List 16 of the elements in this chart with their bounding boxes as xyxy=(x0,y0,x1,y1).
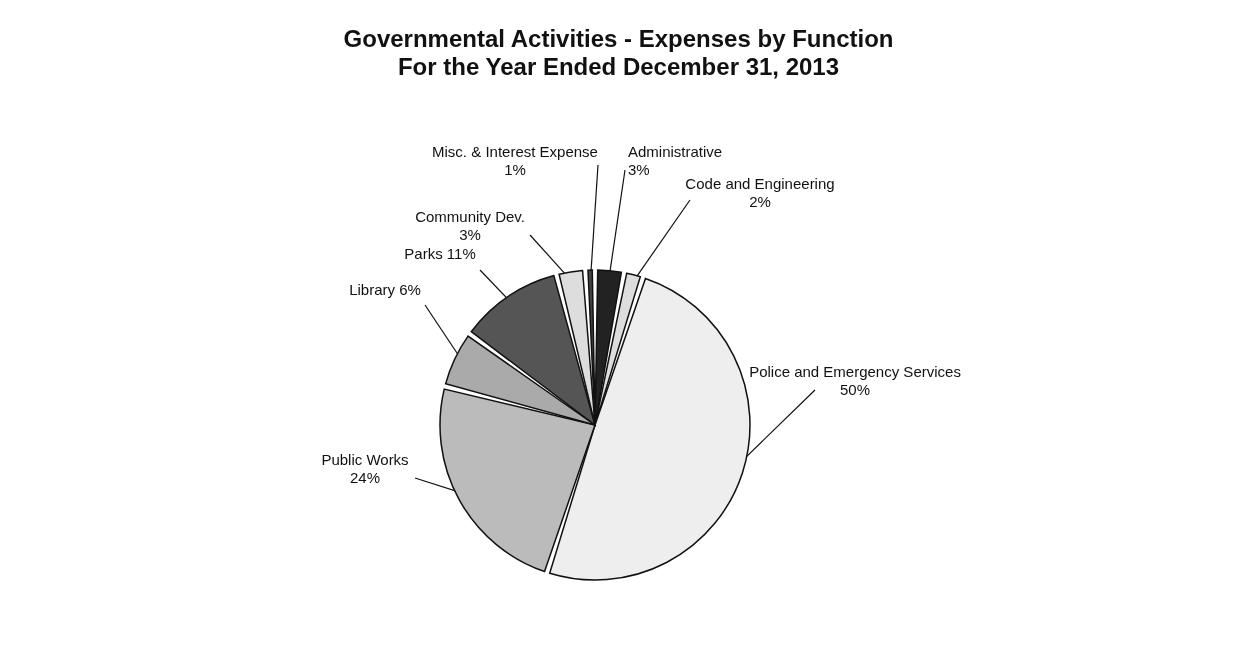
slice-label: Administrative xyxy=(628,143,723,160)
slice-label: Police and Emergency Services xyxy=(749,363,961,380)
slice-label: Community Dev. xyxy=(415,208,525,225)
slice-label: Parks 11% xyxy=(404,245,476,262)
chart-title: Governmental Activities - Expenses by Function xyxy=(343,25,894,52)
slice-label: Misc. & Interest Expense xyxy=(432,143,598,160)
data-label: 2% xyxy=(749,193,771,210)
data-label: 24% xyxy=(349,469,381,486)
data-label: 3% xyxy=(459,226,481,243)
slice-label: Code and Engineering xyxy=(685,175,835,192)
data-label: 50% xyxy=(839,381,871,398)
data-label: 1% xyxy=(504,161,526,178)
slice-label: Library 6% xyxy=(349,281,421,298)
slice-label: Public Works xyxy=(321,451,409,468)
data-label: 3% xyxy=(628,161,650,178)
chart-subtitle: For the Year Ended December 31, 2013 xyxy=(397,53,840,80)
